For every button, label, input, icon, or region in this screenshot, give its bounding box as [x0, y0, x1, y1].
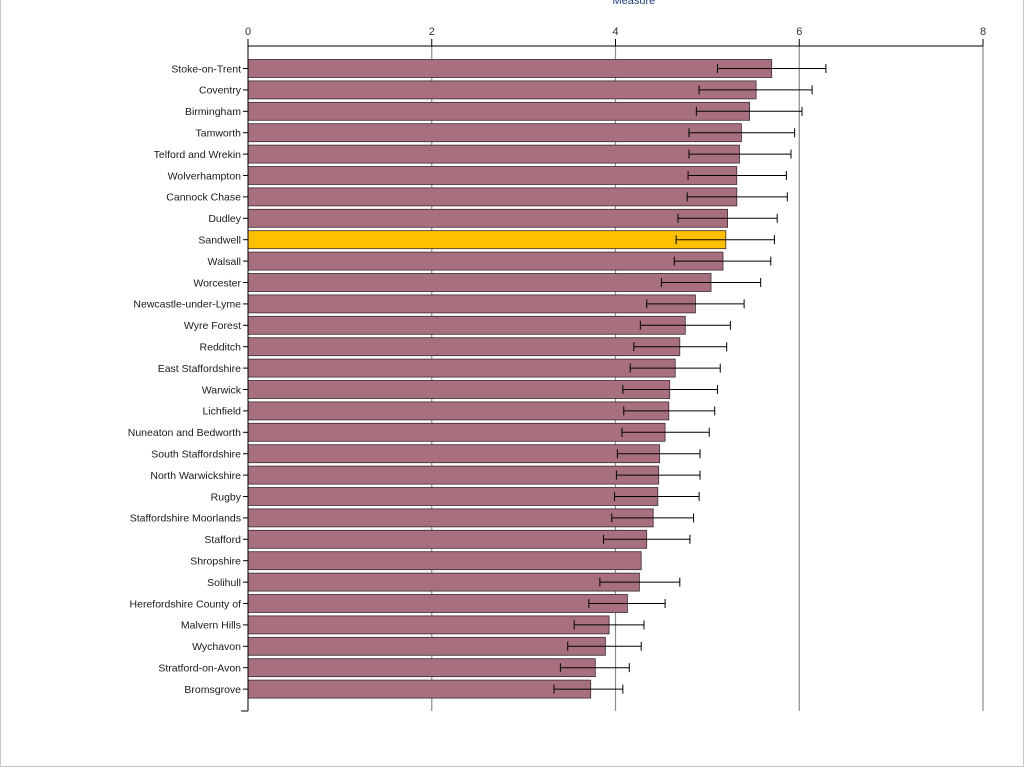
category-label: Solihull — [207, 577, 241, 589]
category-label: Wychavon — [192, 641, 241, 653]
category-label: Shropshire — [190, 556, 241, 568]
bar-newcastle-under-lyme[interactable] — [247, 294, 696, 314]
category-label: Newcastle-under-Lyme — [133, 299, 241, 311]
bar-herefordshire-county-of[interactable] — [247, 594, 628, 613]
bar-shropshire[interactable] — [247, 551, 642, 571]
category-label: Worcester — [193, 277, 241, 289]
bar-nuneaton-and-bedworth[interactable] — [247, 422, 666, 442]
category-label: Walsall — [208, 256, 241, 268]
category-label: Coventry — [199, 85, 242, 97]
category-label: Staffordshire Moorlands — [130, 513, 241, 525]
bar-east-staffordshire[interactable] — [247, 358, 676, 378]
category-label: South Staffordshire — [151, 449, 241, 461]
x-tick-label: 2 — [429, 26, 435, 38]
bar-wolverhampton[interactable] — [247, 166, 738, 185]
category-label: Dudley — [208, 213, 241, 225]
bar-lichfield[interactable] — [247, 401, 670, 421]
category-label: Stratford-on-Avon — [158, 663, 241, 675]
category-label: Cannock Chase — [166, 192, 241, 204]
bar-stafford[interactable] — [247, 529, 648, 549]
bar-solihull[interactable] — [247, 572, 640, 592]
category-label: Nuneaton and Bedworth — [128, 427, 241, 439]
x-tick-label: 8 — [980, 26, 986, 38]
bar-north-warwickshire[interactable] — [247, 465, 660, 485]
bar-rugby[interactable] — [247, 487, 659, 506]
category-label: Wolverhampton — [168, 170, 242, 182]
bar-walsall[interactable] — [247, 251, 724, 271]
category-label: North Warwickshire — [150, 470, 241, 482]
category-label: Wyre Forest — [184, 320, 241, 332]
bar-stoke-on-trent[interactable] — [247, 59, 773, 78]
category-label: Malvern Hills — [181, 620, 241, 632]
bar-warwick[interactable] — [247, 380, 671, 399]
category-label: Stoke-on-Trent — [171, 63, 241, 75]
bar-redditch[interactable] — [247, 337, 681, 357]
category-label: Tamworth — [195, 128, 241, 140]
x-axis-title: Measure — [613, 0, 656, 7]
bar-sandwell[interactable] — [247, 230, 727, 250]
category-label: Herefordshire County of — [130, 598, 242, 610]
bar-worcester[interactable] — [247, 273, 712, 292]
bar-tamworth[interactable] — [247, 123, 742, 143]
category-label: Sandwell — [198, 235, 241, 247]
category-label: Rugby — [211, 491, 242, 503]
category-label: Bromsgrove — [184, 684, 241, 696]
bar-dudley[interactable] — [247, 208, 729, 228]
bar-wychavon[interactable] — [247, 636, 606, 656]
bar-stratford-on-avon[interactable] — [247, 658, 596, 678]
category-label: Lichfield — [202, 406, 241, 418]
category-label: Telford and Wrekin — [154, 149, 242, 161]
x-tick-label: 6 — [796, 26, 802, 38]
bar-coventry[interactable] — [247, 80, 757, 100]
x-tick-label: 0 — [245, 26, 251, 38]
bar-birmingham[interactable] — [247, 101, 751, 121]
x-tick-label: 4 — [612, 26, 618, 38]
category-label: Stafford — [204, 534, 241, 546]
category-label: Birmingham — [185, 106, 241, 118]
bar-south-staffordshire[interactable] — [247, 444, 661, 464]
bar-staffordshire-moorlands[interactable] — [247, 508, 654, 528]
category-label: East Staffordshire — [158, 363, 241, 375]
category-label: Warwick — [202, 384, 242, 396]
bar-bromsgrove[interactable] — [247, 679, 592, 699]
bar-wyre-forest[interactable] — [247, 315, 686, 335]
bar-cannock-chase[interactable] — [247, 187, 738, 207]
category-label: Redditch — [200, 342, 242, 354]
bar-telford-and-wrekin[interactable] — [247, 144, 740, 164]
bar-malvern-hills[interactable] — [247, 615, 610, 635]
